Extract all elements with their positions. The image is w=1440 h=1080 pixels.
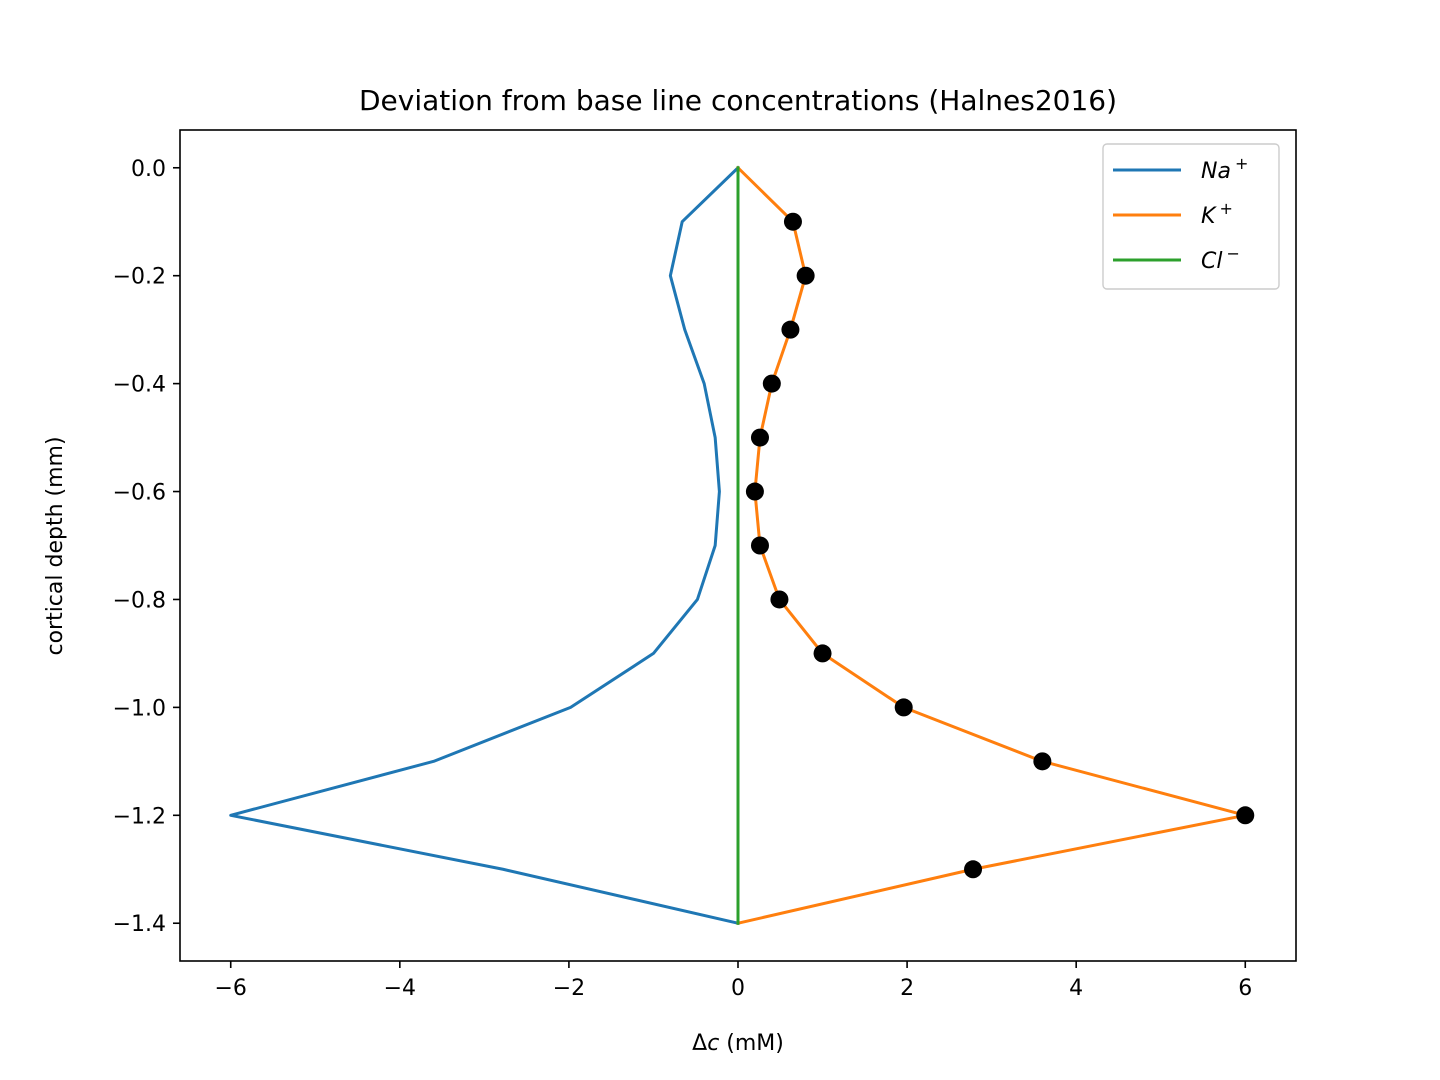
data-marker xyxy=(745,482,764,501)
data-marker xyxy=(1033,752,1052,771)
legend: Na + K + Cl − xyxy=(1102,143,1280,290)
data-marker xyxy=(750,536,769,555)
data-marker xyxy=(964,860,983,879)
data-marker xyxy=(894,698,913,717)
data-marker xyxy=(783,212,802,231)
y-axis-ticks: 0.0 −0.2 −0.4 −0.6 −0.8 −1.0 −1.2 −1.4 xyxy=(113,157,180,937)
x-tick-label: −6 xyxy=(215,976,247,1001)
data-marker xyxy=(762,374,781,393)
plot-frame xyxy=(179,129,1297,962)
y-tick-label: −1.0 xyxy=(113,696,166,721)
data-marker xyxy=(796,266,815,285)
y-tick-label: −1.2 xyxy=(113,804,166,829)
y-tick-label: −0.4 xyxy=(113,373,166,398)
x-axis-label: Δc (mM) xyxy=(692,1031,784,1056)
legend-label-cl: Cl − xyxy=(1201,244,1240,274)
legend-label-k: K + xyxy=(1201,199,1233,229)
data-marker xyxy=(770,590,789,609)
data-marker xyxy=(1236,806,1255,825)
data-marker xyxy=(750,428,769,447)
x-tick-label: 4 xyxy=(1069,976,1083,1001)
x-tick-label: 0 xyxy=(731,976,745,1001)
x-axis-label-variable: c xyxy=(707,1031,719,1056)
data-marker xyxy=(813,644,832,663)
x-tick-label: −2 xyxy=(553,976,585,1001)
y-tick-label: −0.2 xyxy=(113,265,166,290)
legend-label-na: Na + xyxy=(1201,154,1248,184)
x-axis-ticks: −6 −4 −2 0 2 4 6 xyxy=(215,961,1252,1001)
y-tick-label: −1.4 xyxy=(113,912,166,937)
legend-box xyxy=(1102,143,1280,290)
x-tick-label: 2 xyxy=(900,976,914,1001)
x-tick-label: 6 xyxy=(1238,976,1252,1001)
y-tick-label: 0.0 xyxy=(131,157,166,182)
plot-markers xyxy=(745,212,1255,879)
x-tick-label: −4 xyxy=(384,976,416,1001)
chart-title: Deviation from base line concentrations … xyxy=(359,84,1117,117)
y-tick-label: −0.6 xyxy=(113,481,166,506)
series-line-na xyxy=(229,165,741,926)
y-tick-label: −0.8 xyxy=(113,588,166,613)
x-axis-label-symbol: Δ xyxy=(692,1031,707,1056)
x-axis-label-unit: (mM) xyxy=(719,1031,784,1056)
y-axis-label: cortical depth (mm) xyxy=(43,436,68,655)
data-marker xyxy=(781,320,800,339)
